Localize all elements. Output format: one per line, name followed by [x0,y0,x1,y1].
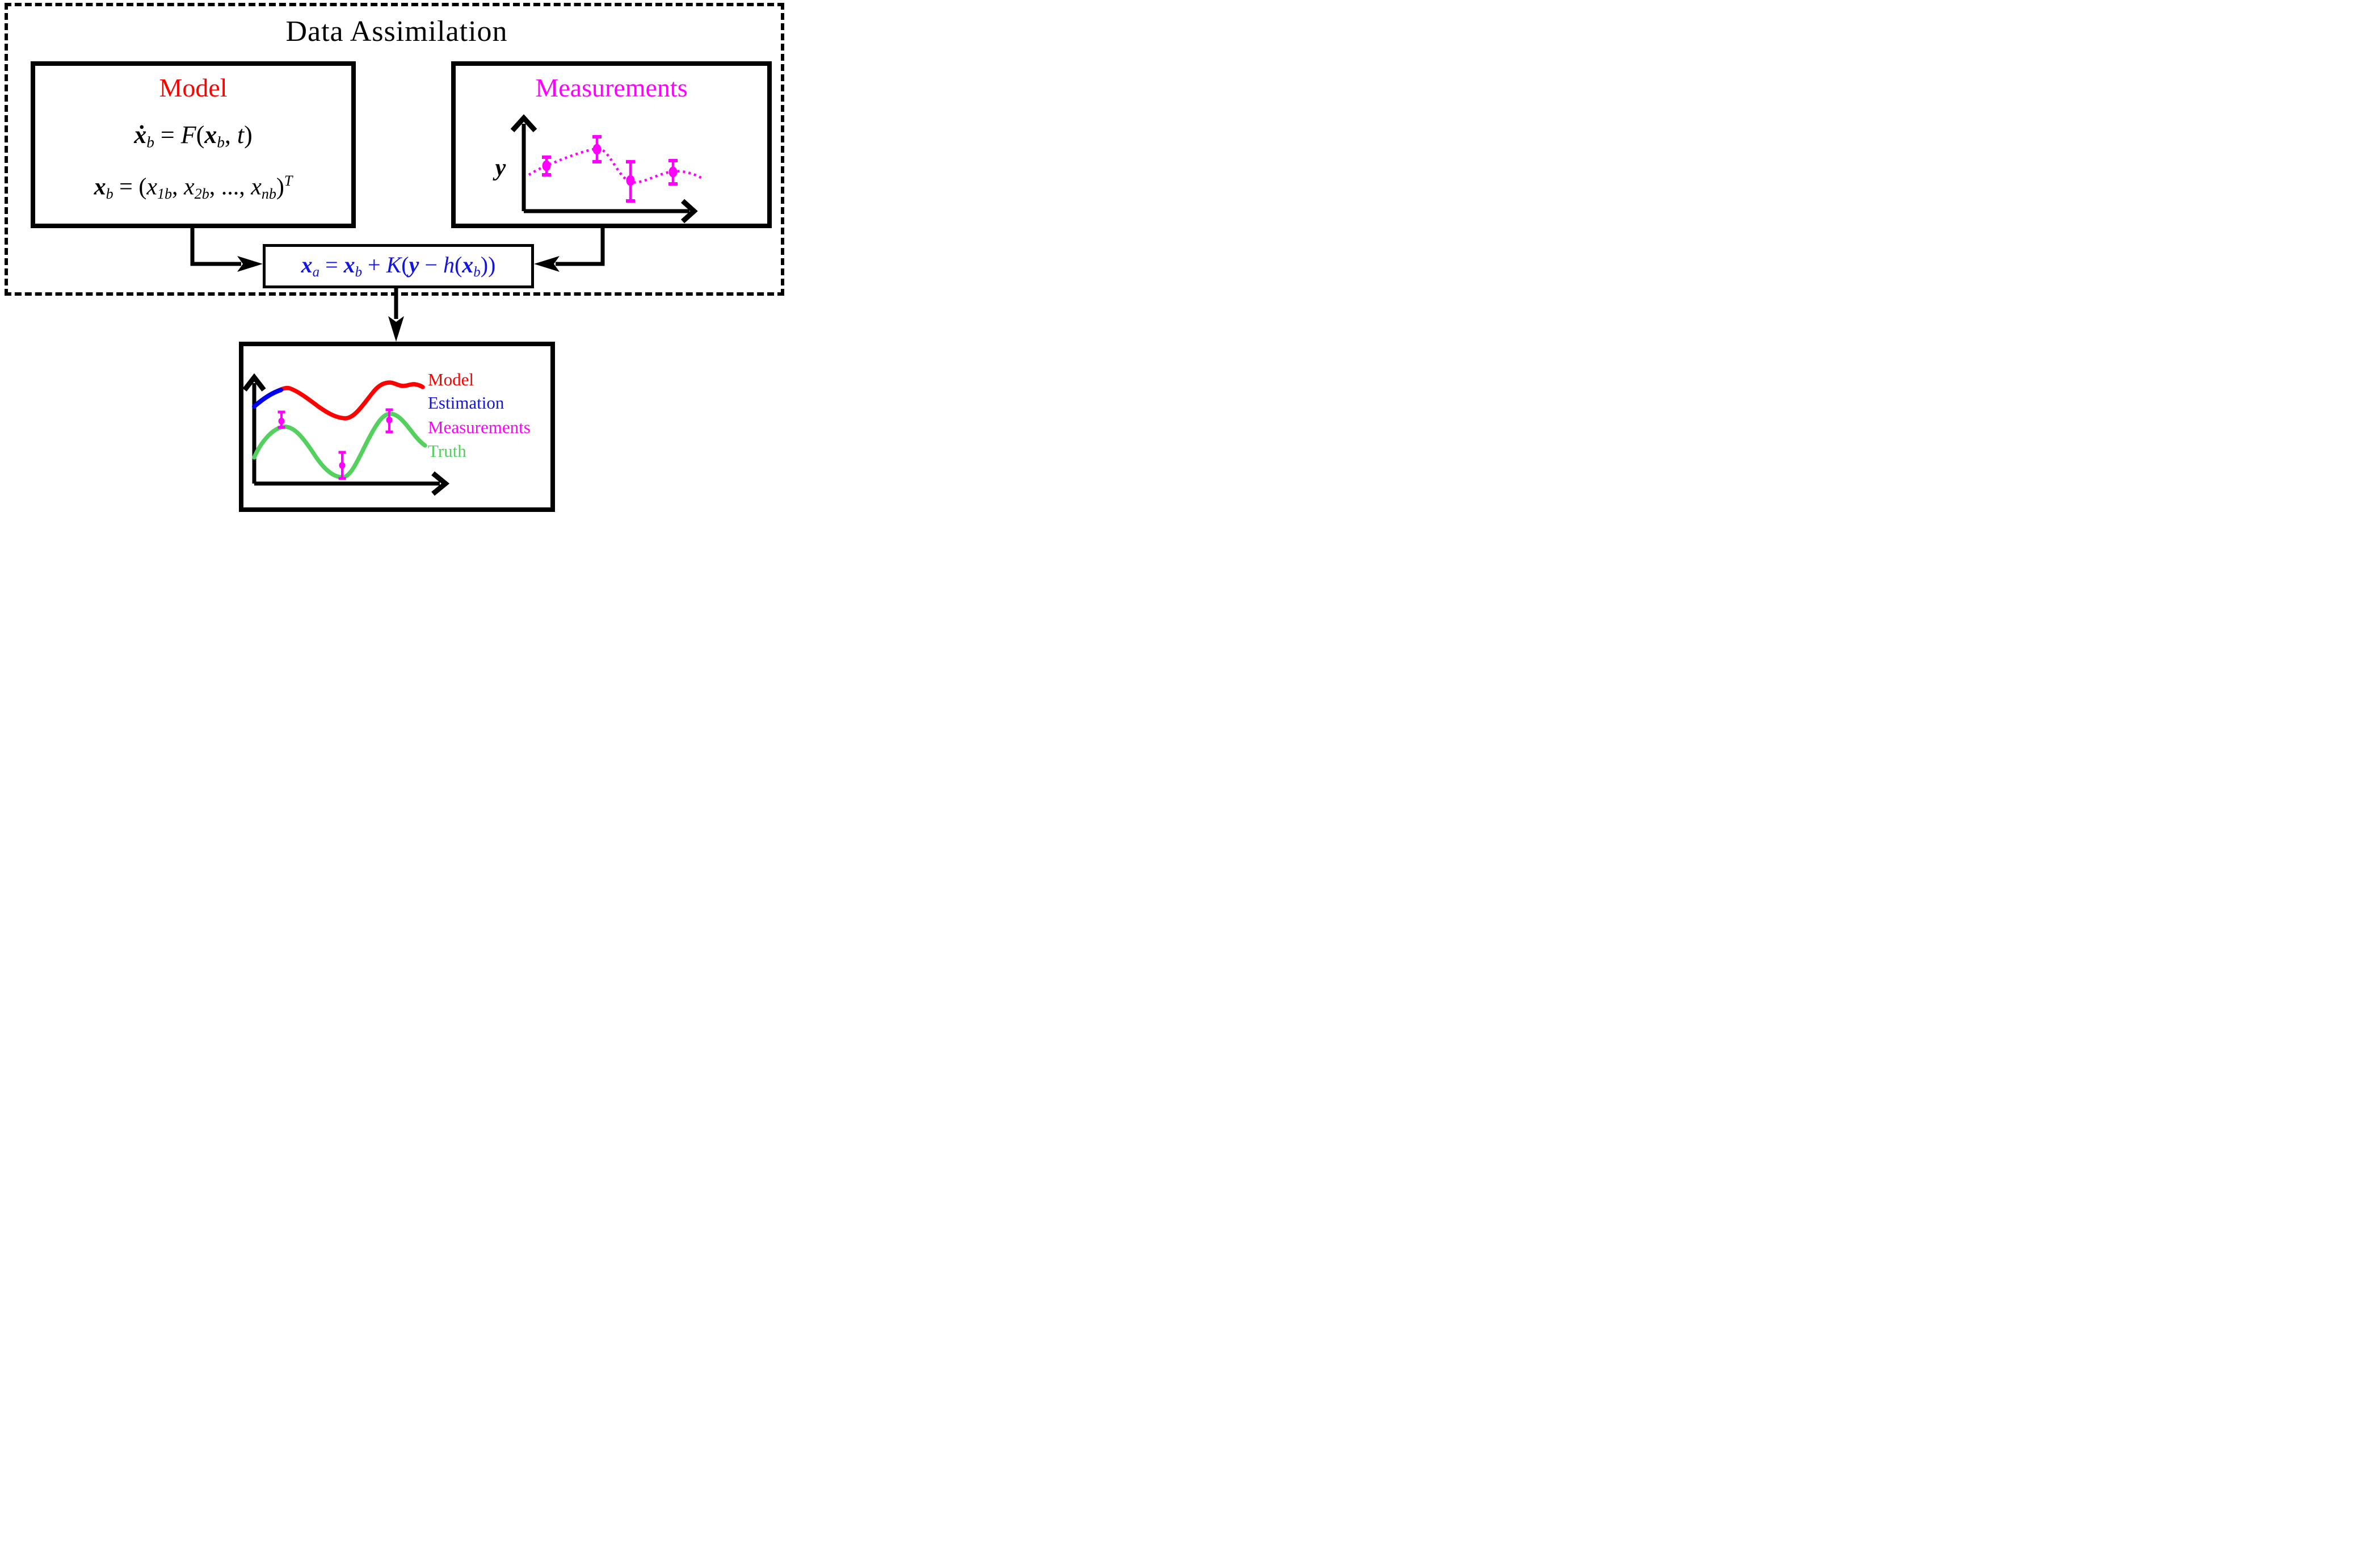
equation-segment: x [184,174,195,200]
model-box: Model ẋb = F(xb, t) xb = (x1b, x2b, ...,… [31,61,356,228]
equation-segment: x [251,174,262,200]
equation-segment: x [343,252,355,278]
equation-segment: b [473,264,481,280]
equation-segment: t [237,121,245,149]
measurements-box: Measurements y [451,61,772,228]
model-dynamics-equation: ẋb = F(xb, t) [35,120,351,152]
equation-segment: x [94,174,106,200]
figure-canvas: Data Assimilation Model ẋb = F(xb, t) xb… [0,0,793,516]
data-point [278,418,285,425]
output-plot [243,373,450,496]
model-box-title: Model [159,73,228,102]
x-axis-arrowhead-icon [431,471,450,496]
equation-segment: F [180,121,196,149]
assimilation-equation: xa = xb + K(y − h(xb)) [266,251,531,280]
equation-segment: , [224,121,237,149]
data-point [339,462,346,469]
equation-segment: b [355,264,363,280]
equation-segment: x [462,252,474,278]
measurement-errorbars [277,408,393,480]
equation-segment: + [362,252,386,278]
data-point [386,417,393,423]
legend-truth: Truth [428,441,466,461]
model-curve [275,380,425,421]
equation-segment: − [419,252,443,278]
data-point [592,144,602,155]
figure-title: Data Assimilation [285,15,508,48]
data-point [542,160,551,171]
legend-measurements: Measurements [428,417,531,437]
data-point [626,175,635,186]
equation-segment: nb [261,185,276,202]
equation-segment: 2b [194,185,209,202]
equation-segment: ( [196,121,205,149]
equation-segment: b [146,133,154,151]
equation-segment: T [284,173,293,189]
estimation-curve [252,388,283,409]
legend-model: Model [428,369,474,389]
equation-segment: h [443,252,455,278]
equation-segment: b [106,185,113,202]
equation-segment: = ( [113,174,147,200]
assimilation-to-output-arrowhead-icon [388,316,404,342]
model-state-vector-equation: xb = (x1b, x2b, ..., xnb)T [35,173,351,203]
equation-segment: , ..., [209,174,251,200]
measurements-dotted-curve [528,147,703,184]
equation-segment: ) [276,174,284,200]
equation-segment: = [154,121,181,149]
assimilation-equation-box: xa = xb + K(y − h(xb)) [263,244,534,288]
equation-segment: , [172,174,184,200]
measurement-errorbars [542,135,678,203]
y-axis-label: y [495,155,506,181]
equation-segment: K [386,252,402,278]
y-axis-arrowhead-icon [243,373,266,392]
equation-segment: )) [480,252,496,278]
equation-segment: x [204,121,217,149]
equation-segment: 1b [157,185,173,202]
equation-segment: a [312,264,320,280]
equation-segment: ) [244,121,253,149]
measurements-box-title: Measurements [535,73,688,102]
equation-segment: = [319,252,344,278]
equation-segment: x [146,174,157,200]
equation-segment: y [409,252,419,278]
y-axis-arrowhead-icon [510,114,537,133]
equation-segment: ( [454,252,462,278]
equation-segment: x [301,252,313,278]
equation-segment: ẋ [134,121,147,149]
data-point [668,166,678,178]
equation-segment: b [217,133,225,151]
measurements-mini-plot [510,114,703,224]
output-box: Model Estimation Measurements Truth [239,342,555,512]
x-axis-arrowhead-icon [680,199,698,224]
legend-estimation: Estimation [428,393,504,413]
equation-segment: ( [401,252,409,278]
